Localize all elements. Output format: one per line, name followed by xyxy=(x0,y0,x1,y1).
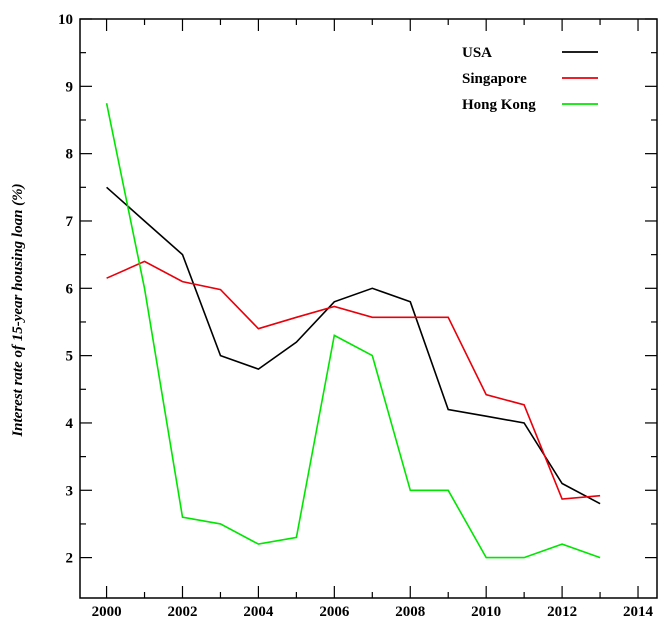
plot-frame xyxy=(79,18,658,599)
x-tick-label: 2010 xyxy=(471,604,501,620)
series-layer xyxy=(105,103,601,559)
y-tick-label: 3 xyxy=(66,483,74,499)
x-tick-label: 2006 xyxy=(319,604,350,620)
legend-label-singapore: Singapore xyxy=(462,71,527,87)
y-tick-label: 5 xyxy=(66,349,74,365)
legend: USA Singapore Hong Kong xyxy=(462,45,598,113)
y-tick-label: 4 xyxy=(66,416,74,432)
y-axis-title: Interest rate of 15-year housing loan (%… xyxy=(10,183,26,437)
x-tick-label: 2008 xyxy=(395,604,425,620)
series-line-hong-kong xyxy=(105,103,601,559)
x-tick-label: 2012 xyxy=(547,604,577,620)
legend-label-hong-kong: Hong Kong xyxy=(462,97,536,113)
x-tick-label: 2014 xyxy=(623,604,654,620)
x-axis: 2000 2002 2004 2006 2008 2010 2012 2014 xyxy=(92,19,654,620)
y-tick-label: 9 xyxy=(66,79,74,95)
series-line-usa xyxy=(106,186,601,505)
y-tick-label: 10 xyxy=(58,12,73,28)
x-tick-label: 2000 xyxy=(92,604,122,620)
legend-label-usa: USA xyxy=(462,45,492,61)
y-tick-label: 7 xyxy=(66,214,74,230)
y-tick-label: 8 xyxy=(66,147,74,163)
y-axis: 2 3 4 5 6 7 8 9 10 xyxy=(58,12,657,567)
series-line-singapore xyxy=(106,260,601,500)
x-tick-label: 2002 xyxy=(167,604,197,620)
y-tick-label: 6 xyxy=(66,281,74,297)
y-tick-label: 2 xyxy=(66,551,74,567)
x-tick-label: 2004 xyxy=(243,604,274,620)
